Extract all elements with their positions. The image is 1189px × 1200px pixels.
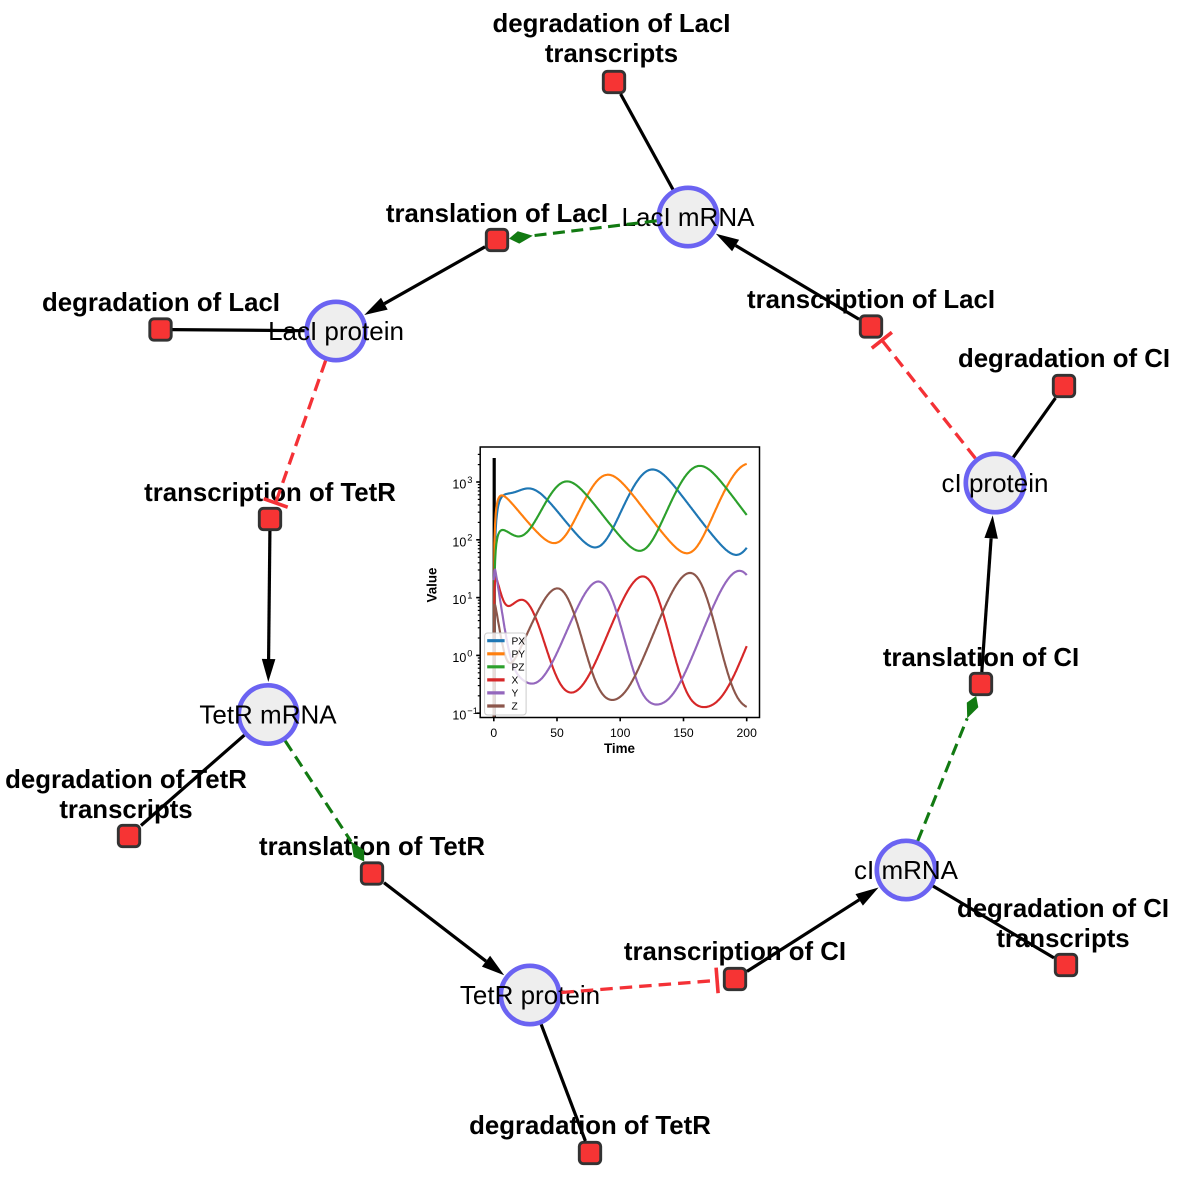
svg-text:150: 150 [673, 726, 694, 740]
svg-text:Value: Value [425, 568, 440, 603]
svg-text:0: 0 [490, 726, 497, 740]
svg-text:cI mRNA: cI mRNA [854, 855, 959, 885]
svg-text:1: 1 [467, 591, 472, 601]
svg-text:degradation of CI: degradation of CI [957, 895, 1169, 923]
svg-text:TetR mRNA: TetR mRNA [199, 700, 337, 730]
svg-text:degradation of TetR: degradation of TetR [469, 1112, 711, 1140]
svg-text:3: 3 [467, 475, 472, 485]
svg-text:200: 200 [737, 726, 758, 740]
svg-text:X: X [512, 676, 519, 687]
svg-text:0: 0 [467, 648, 472, 658]
svg-text:PY: PY [512, 649, 526, 660]
svg-text:10: 10 [452, 593, 466, 607]
svg-text:transcripts: transcripts [59, 796, 192, 824]
svg-text:LacI mRNA: LacI mRNA [622, 202, 756, 232]
svg-text:transcripts: transcripts [545, 40, 678, 68]
svg-text:degradation of LacI: degradation of LacI [42, 289, 280, 317]
svg-text:10: 10 [452, 478, 466, 492]
svg-text:10: 10 [452, 651, 466, 665]
svg-text:2: 2 [467, 533, 472, 543]
svg-text:transcription of LacI: transcription of LacI [747, 286, 995, 314]
svg-text:degradation of LacI: degradation of LacI [493, 10, 731, 38]
svg-text:50: 50 [550, 726, 564, 740]
svg-text:Z: Z [512, 702, 518, 713]
svg-text:100: 100 [610, 726, 631, 740]
svg-text:degradation of TetR: degradation of TetR [5, 766, 247, 794]
svg-text:−1: −1 [467, 706, 478, 716]
svg-text:PX: PX [512, 636, 526, 647]
svg-text:TetR protein: TetR protein [460, 980, 600, 1010]
svg-text:Time: Time [604, 741, 635, 756]
svg-text:cI protein: cI protein [942, 468, 1049, 498]
svg-text:degradation of CI: degradation of CI [958, 345, 1170, 373]
svg-text:translation of LacI: translation of LacI [386, 200, 608, 228]
svg-text:transcription of CI: transcription of CI [624, 938, 846, 966]
svg-text:Y: Y [512, 689, 519, 700]
svg-text:PZ: PZ [512, 662, 525, 673]
svg-text:10: 10 [452, 709, 466, 723]
svg-text:translation of TetR: translation of TetR [259, 833, 485, 861]
svg-text:10: 10 [452, 535, 466, 549]
svg-text:transcripts: transcripts [996, 925, 1129, 953]
